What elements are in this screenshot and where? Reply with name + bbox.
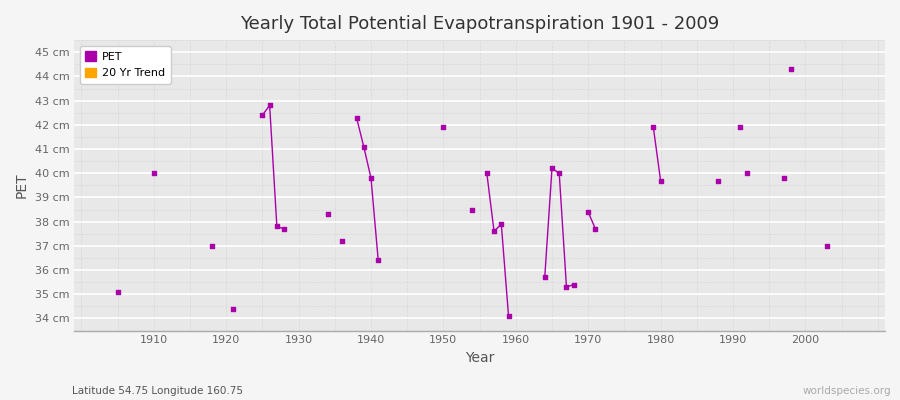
Point xyxy=(436,124,451,130)
Point xyxy=(204,243,219,249)
Point xyxy=(371,257,385,264)
Point xyxy=(263,102,277,109)
Point xyxy=(277,226,292,232)
Point xyxy=(256,112,270,118)
Text: Latitude 54.75 Longitude 160.75: Latitude 54.75 Longitude 160.75 xyxy=(72,386,243,396)
X-axis label: Year: Year xyxy=(465,351,494,365)
Point xyxy=(111,289,125,295)
Point xyxy=(226,306,240,312)
Point xyxy=(777,175,791,181)
Point xyxy=(494,221,508,227)
Point xyxy=(320,211,335,218)
Point xyxy=(465,206,480,213)
Point xyxy=(349,114,364,121)
Y-axis label: PET: PET xyxy=(15,172,29,198)
Text: worldspecies.org: worldspecies.org xyxy=(803,386,891,396)
Legend: PET, 20 Yr Trend: PET, 20 Yr Trend xyxy=(80,46,171,84)
Point xyxy=(740,170,754,176)
Point xyxy=(487,228,501,234)
Point xyxy=(270,223,284,230)
Point xyxy=(733,124,747,130)
Point xyxy=(356,144,371,150)
Point xyxy=(653,177,668,184)
Point xyxy=(581,209,596,215)
Point xyxy=(501,313,516,319)
Point xyxy=(544,165,559,172)
Point xyxy=(335,238,349,244)
Title: Yearly Total Potential Evapotranspiration 1901 - 2009: Yearly Total Potential Evapotranspiratio… xyxy=(240,15,719,33)
Point xyxy=(480,170,494,176)
Point xyxy=(147,170,161,176)
Point xyxy=(784,66,798,72)
Point xyxy=(552,170,566,176)
Point xyxy=(559,284,573,290)
Point xyxy=(589,226,603,232)
Point xyxy=(646,124,661,130)
Point xyxy=(820,243,834,249)
Point xyxy=(711,177,725,184)
Point xyxy=(537,274,552,280)
Point xyxy=(364,175,378,181)
Point xyxy=(566,281,580,288)
